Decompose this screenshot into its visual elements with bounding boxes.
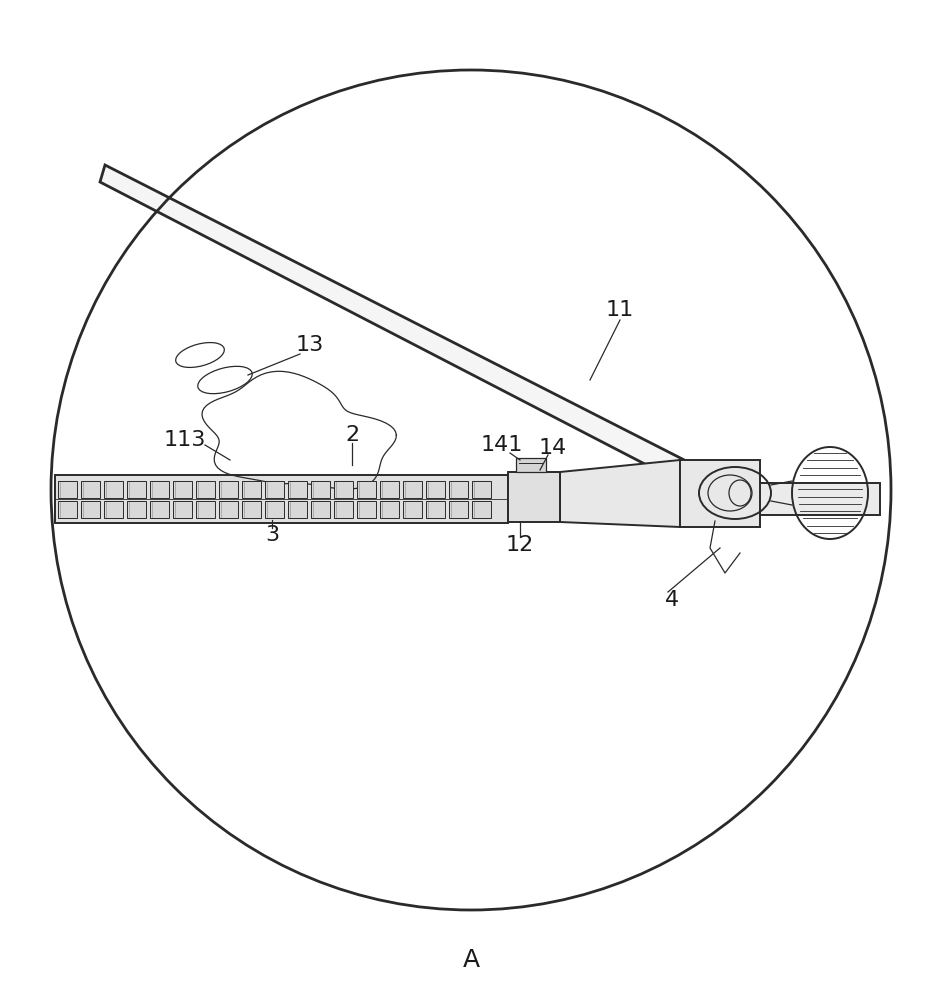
- Bar: [311, 501, 330, 518]
- Bar: [242, 501, 261, 518]
- Text: 2: 2: [345, 425, 359, 445]
- Bar: [426, 481, 445, 498]
- Bar: [81, 501, 100, 518]
- Polygon shape: [560, 460, 680, 527]
- Text: A: A: [462, 948, 480, 972]
- Bar: [288, 481, 307, 498]
- Bar: [311, 481, 330, 498]
- Polygon shape: [100, 165, 700, 490]
- Bar: [508, 472, 560, 522]
- Text: 113: 113: [164, 430, 207, 450]
- Bar: [265, 501, 284, 518]
- Text: 3: 3: [265, 525, 279, 545]
- Bar: [55, 475, 508, 523]
- Text: 4: 4: [665, 590, 679, 610]
- Bar: [472, 481, 491, 498]
- Polygon shape: [55, 483, 880, 515]
- Bar: [219, 501, 238, 518]
- Bar: [104, 501, 123, 518]
- Bar: [334, 481, 353, 498]
- Text: 13: 13: [296, 335, 324, 355]
- Bar: [449, 481, 468, 498]
- Bar: [58, 481, 77, 498]
- Bar: [173, 501, 192, 518]
- Bar: [357, 481, 376, 498]
- Bar: [265, 481, 284, 498]
- Bar: [449, 501, 468, 518]
- Bar: [403, 481, 422, 498]
- Text: 141: 141: [481, 435, 523, 455]
- Bar: [58, 501, 77, 518]
- Bar: [219, 481, 238, 498]
- Bar: [242, 481, 261, 498]
- Bar: [380, 481, 399, 498]
- Bar: [150, 501, 169, 518]
- Bar: [516, 458, 546, 472]
- Bar: [104, 481, 123, 498]
- Bar: [127, 481, 146, 498]
- Bar: [426, 501, 445, 518]
- Text: 14: 14: [538, 438, 567, 458]
- Bar: [680, 460, 760, 527]
- Bar: [196, 501, 215, 518]
- Bar: [380, 501, 399, 518]
- Bar: [472, 501, 491, 518]
- Bar: [334, 501, 353, 518]
- Text: 11: 11: [605, 300, 634, 320]
- Bar: [357, 501, 376, 518]
- Bar: [150, 481, 169, 498]
- Bar: [127, 501, 146, 518]
- Bar: [403, 501, 422, 518]
- Text: 12: 12: [505, 535, 534, 555]
- Bar: [196, 481, 215, 498]
- Bar: [173, 481, 192, 498]
- Bar: [81, 481, 100, 498]
- Bar: [288, 501, 307, 518]
